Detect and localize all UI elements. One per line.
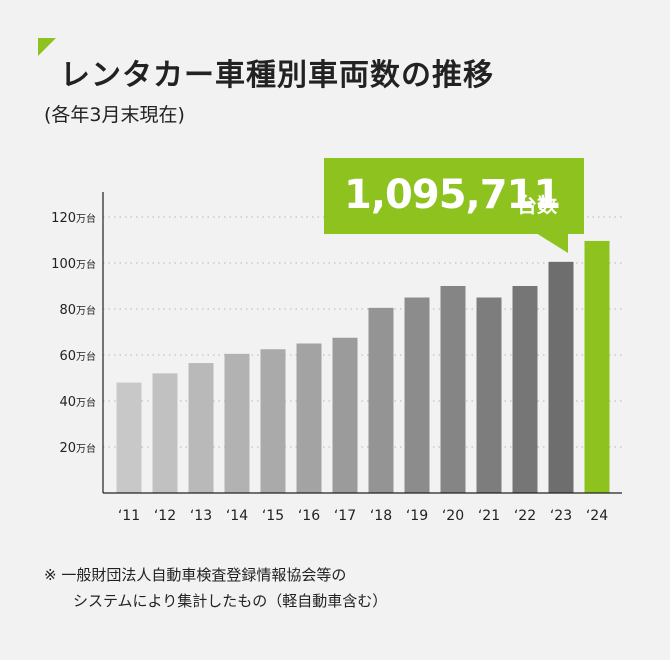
x-tick-label: ‘19 — [406, 508, 428, 524]
footnote-line-2: システムにより集計したもの（軽自動車含む） — [73, 592, 388, 610]
footnote-line-1: ※ 一般財団法人自動車検査登録情報協会等の — [44, 566, 347, 584]
title-corner-mark — [38, 38, 56, 56]
bar-8 — [404, 297, 430, 493]
bar-11 — [512, 286, 538, 493]
x-tick-label: ‘21 — [478, 508, 500, 524]
y-tick-label: 60万台 — [59, 349, 96, 364]
y-tick-label: 80万台 — [59, 303, 96, 318]
total-callout: 1,095,711 台数 — [324, 158, 584, 234]
page-subtitle: (各年3月末現在) — [44, 104, 185, 126]
x-tick-label: ‘16 — [298, 508, 320, 524]
bar-9 — [440, 286, 466, 493]
x-tick-label: ‘22 — [514, 508, 536, 524]
bar-10 — [476, 297, 502, 493]
footnote: ※ 一般財団法人自動車検査登録情報協会等の システムにより集計したもの（軽自動車… — [44, 562, 387, 614]
bar-6 — [332, 337, 358, 493]
x-tick-label: ‘11 — [118, 508, 140, 524]
x-tick-label: ‘17 — [334, 508, 356, 524]
x-tick-label: ‘13 — [190, 508, 212, 524]
y-tick-label: 40万台 — [59, 395, 96, 410]
bars — [116, 240, 610, 493]
x-tick-label: ‘15 — [262, 508, 284, 524]
x-tick-label: ‘14 — [226, 508, 248, 524]
bar-3 — [224, 353, 250, 493]
y-axis-ticks: 20万台 40万台 60万台 80万台 100万台 120万台 — [51, 211, 96, 456]
callout-value: 1,095,711 — [344, 172, 561, 218]
bar-2 — [188, 363, 214, 493]
bar-0 — [116, 382, 142, 493]
bar-4 — [260, 349, 286, 493]
x-tick-label: ‘20 — [442, 508, 464, 524]
x-tick-label: ‘23 — [550, 508, 572, 524]
x-tick-label: ‘24 — [586, 508, 608, 524]
bar-12 — [548, 261, 574, 493]
bar-1 — [152, 373, 178, 493]
y-tick-label: 100万台 — [51, 257, 96, 272]
y-tick-label: 120万台 — [51, 211, 96, 226]
bar-5 — [296, 343, 322, 493]
callout-pointer — [536, 233, 568, 253]
bar-13 — [584, 240, 610, 493]
x-axis-ticks: ‘11 ‘12 ‘13 ‘14 ‘15 ‘16 ‘17 ‘18 ‘19 ‘20 ‘21 ‘22 ‘23 ‘… — [118, 508, 608, 524]
page-title: レンタカー車種別車両数の推移 — [60, 58, 494, 93]
y-tick-label: 20万台 — [59, 441, 96, 456]
x-tick-label: ‘18 — [370, 508, 392, 524]
callout-unit: 台数 — [517, 193, 557, 217]
x-tick-label: ‘12 — [154, 508, 176, 524]
bar-7 — [368, 307, 394, 493]
